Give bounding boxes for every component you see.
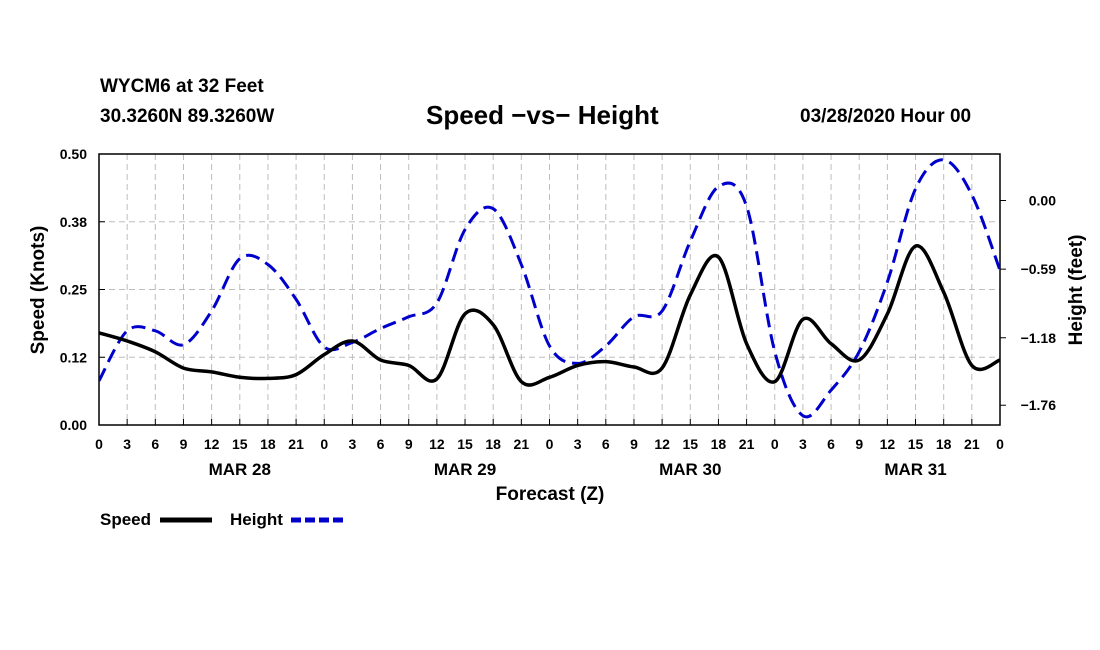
y2-tick-label: 0.00: [1029, 193, 1056, 209]
date-labels: MAR 28 MAR 29 MAR 30 MAR 31: [209, 460, 947, 479]
x-tick-label: 3: [799, 436, 807, 452]
x-tick-label: 0: [771, 436, 779, 452]
x-tick-label: 15: [682, 436, 698, 452]
legend-label-speed: Speed: [100, 510, 151, 529]
series-line-height: [99, 158, 1000, 419]
date-label: MAR 30: [659, 460, 721, 479]
y-axis-right: 0.00 −0.59 −1.18 −1.76: [1000, 193, 1057, 413]
x-tick-label: 9: [630, 436, 638, 452]
y-tick-label: 0.25: [60, 282, 87, 298]
x-tick-label: 6: [827, 436, 835, 452]
x-tick-label: 21: [514, 436, 530, 452]
y-axis-title: Speed (Knots): [28, 226, 49, 355]
date-label: MAR 29: [434, 460, 496, 479]
y-tick-label: 0.12: [60, 349, 87, 365]
series-lines: [99, 158, 1000, 419]
legend-label-height: Height: [230, 510, 283, 529]
y-tick-label: 0.00: [60, 417, 87, 433]
legend: Speed Height: [100, 510, 343, 529]
date-label: MAR 31: [884, 460, 946, 479]
x-tick-label: 3: [574, 436, 582, 452]
x-tick-label: 15: [457, 436, 473, 452]
x-tick-label: 9: [855, 436, 863, 452]
x-tick-label: 3: [123, 436, 131, 452]
y2-tick-label: −0.59: [1021, 261, 1057, 277]
y-tick-label: 0.38: [60, 214, 87, 230]
x-tick-label: 3: [349, 436, 357, 452]
y-tick-label: 0.50: [60, 146, 87, 162]
gridlines: [99, 154, 1000, 425]
x-tick-label: 6: [377, 436, 385, 452]
x-tick-label: 0: [546, 436, 554, 452]
forecast-datetime: 03/28/2020 Hour 00: [800, 106, 972, 127]
x-tick-label: 0: [996, 436, 1004, 452]
x-tick-label: 18: [485, 436, 501, 452]
x-axis-title: Forecast (Z): [496, 484, 605, 505]
station-coordinates: 30.3260N 89.3260W: [100, 106, 275, 127]
series-line-speed: [99, 244, 1000, 387]
y-axis-left: 0.00 0.12 0.25 0.38 0.50: [60, 146, 105, 433]
y2-axis-title: Height (feet): [1066, 235, 1087, 346]
x-tick-label: 21: [288, 436, 304, 452]
x-tick-label: 12: [429, 436, 445, 452]
chart-title: Speed −vs− Height: [426, 100, 659, 130]
x-tick-label: 9: [180, 436, 188, 452]
x-tick-label: 12: [880, 436, 896, 452]
x-tick-label: 9: [405, 436, 413, 452]
x-tick-label: 0: [320, 436, 328, 452]
y2-tick-label: −1.76: [1021, 397, 1057, 413]
x-tick-label: 21: [739, 436, 755, 452]
x-axis: 0 3 6 9 12 15 18 21 0 3 6 9 12 15 18 21 0 3 6 9 12 15 18 21 0 3 6 9…: [95, 419, 1004, 452]
station-label: WYCM6 at 32 Feet: [100, 76, 264, 97]
x-tick-label: 15: [232, 436, 248, 452]
x-tick-label: 18: [260, 436, 276, 452]
y2-tick-label: −1.18: [1021, 330, 1057, 346]
date-label: MAR 28: [209, 460, 271, 479]
x-tick-label: 21: [964, 436, 980, 452]
x-tick-label: 6: [602, 436, 610, 452]
x-tick-label: 12: [204, 436, 220, 452]
x-tick-label: 12: [654, 436, 670, 452]
x-tick-label: 0: [95, 436, 103, 452]
x-tick-label: 15: [908, 436, 924, 452]
x-tick-label: 6: [151, 436, 159, 452]
x-tick-label: 18: [936, 436, 952, 452]
x-tick-label: 18: [711, 436, 727, 452]
